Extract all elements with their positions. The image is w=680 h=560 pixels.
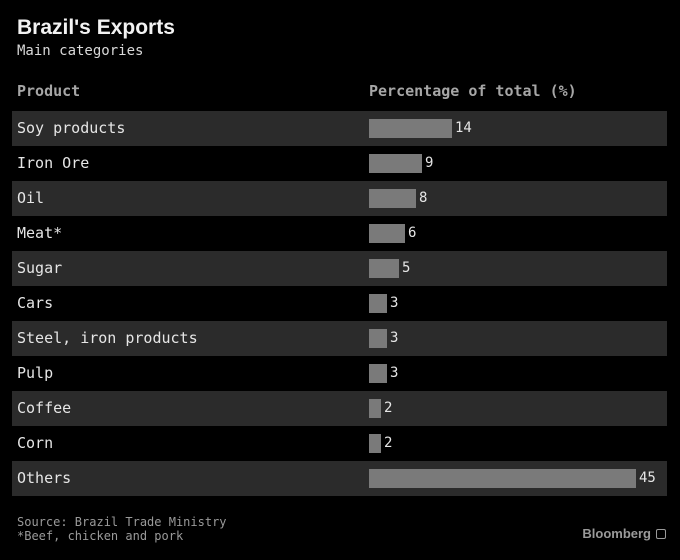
category-label: Meat* xyxy=(17,224,63,242)
data-label: 6 xyxy=(408,225,417,241)
data-label: 3 xyxy=(390,365,399,381)
data-label: 5 xyxy=(402,260,411,276)
bar xyxy=(369,224,405,243)
category-label: Iron Ore xyxy=(17,154,90,172)
category-label: Soy products xyxy=(17,119,126,137)
bar xyxy=(369,259,399,278)
brand-name: Bloomberg xyxy=(582,526,651,541)
table-row: Iron Ore 9 xyxy=(12,146,667,181)
chart-subtitle: Main categories xyxy=(17,43,144,59)
bloomberg-icon xyxy=(656,528,666,539)
category-label: Corn xyxy=(17,434,54,452)
bar xyxy=(369,154,422,173)
table-row: Pulp 3 xyxy=(12,356,667,391)
category-label: Pulp xyxy=(17,364,54,382)
data-label: 2 xyxy=(384,435,393,451)
data-label: 8 xyxy=(419,190,428,206)
table-row: Soy products 14 xyxy=(12,111,667,146)
column-header-percentage: Percentage of total (%) xyxy=(369,82,577,100)
bar xyxy=(369,434,381,453)
bar xyxy=(369,294,387,313)
bar xyxy=(369,329,387,348)
column-header-product: Product xyxy=(17,82,81,100)
data-label: 3 xyxy=(390,295,399,311)
data-label: 14 xyxy=(455,120,472,136)
table-row: Sugar 5 xyxy=(12,251,667,286)
table-row: Corn 2 xyxy=(12,426,667,461)
data-label: 3 xyxy=(390,330,399,346)
table-row: Cars 3 xyxy=(12,286,667,321)
table-row: Meat* 6 xyxy=(12,216,667,251)
category-label: Sugar xyxy=(17,259,63,277)
category-label: Oil xyxy=(17,189,45,207)
source-note: Source: Brazil Trade Ministry xyxy=(17,515,227,529)
table-row: Others 45 xyxy=(12,461,667,496)
table-row: Coffee 2 xyxy=(12,391,667,426)
category-label: Coffee xyxy=(17,399,72,417)
brand-logo: Bloomberg xyxy=(582,526,666,541)
bar xyxy=(369,119,452,138)
data-label: 45 xyxy=(639,470,656,486)
bar xyxy=(369,189,416,208)
data-label: 2 xyxy=(384,400,393,416)
table-row: Steel, iron products 3 xyxy=(12,321,667,356)
chart-rows: Soy products 14 Iron Ore 9 Oil 8 Meat* 6 Sugar 5 C… xyxy=(12,111,667,496)
category-label: Others xyxy=(17,469,72,487)
table-row: Oil 8 xyxy=(12,181,667,216)
bar xyxy=(369,399,381,418)
category-label: Cars xyxy=(17,294,54,312)
footnote: *Beef, chicken and pork xyxy=(17,529,184,543)
chart-title: Brazil's Exports xyxy=(17,16,175,39)
bar xyxy=(369,469,636,488)
category-label: Steel, iron products xyxy=(17,329,198,347)
footer-notes: Source: Brazil Trade Ministry *Beef, chi… xyxy=(17,515,227,543)
data-label: 9 xyxy=(425,155,434,171)
bar xyxy=(369,364,387,383)
